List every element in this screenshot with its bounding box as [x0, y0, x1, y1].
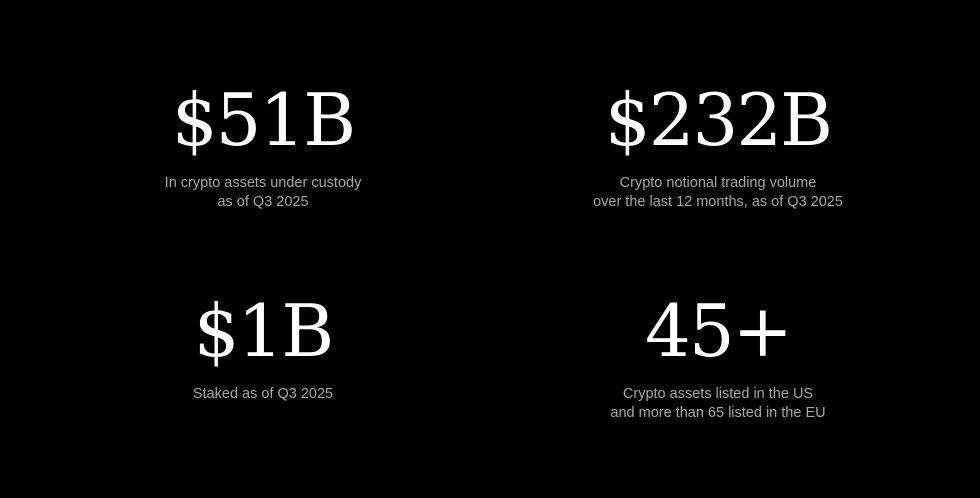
stat-value: $1B [193, 289, 335, 373]
stat-value: 45+ [645, 289, 793, 373]
stat-value: $51B [171, 78, 356, 162]
caption-line: as of Q3 2025 [217, 194, 309, 210]
stat-value: $232B [604, 78, 833, 162]
caption-line: Crypto notional trading volume [619, 175, 817, 191]
caption-line: and more than 65 listed in the EU [610, 405, 826, 421]
stat-assets-listed: 45+ Crypto assets listed in the US and m… [508, 291, 928, 423]
caption-line: In crypto assets under custody [164, 175, 362, 191]
stat-trading-volume: $232B Crypto notional trading volume ove… [508, 80, 928, 212]
caption-line: over the last 12 months, as of Q3 2025 [593, 194, 843, 210]
caption-line: Crypto assets listed in the US [622, 386, 814, 402]
stat-custody: $51B In crypto assets under custody as o… [53, 80, 473, 212]
stat-caption: Crypto assets listed in the US and more … [508, 385, 928, 423]
stat-staked: $1B Staked as of Q3 2025 [53, 291, 473, 404]
stat-caption: Staked as of Q3 2025 [53, 385, 473, 404]
stat-caption: In crypto assets under custody as of Q3 … [53, 174, 473, 212]
stat-caption: Crypto notional trading volume over the … [508, 174, 928, 212]
caption-line: Staked as of Q3 2025 [192, 386, 334, 402]
